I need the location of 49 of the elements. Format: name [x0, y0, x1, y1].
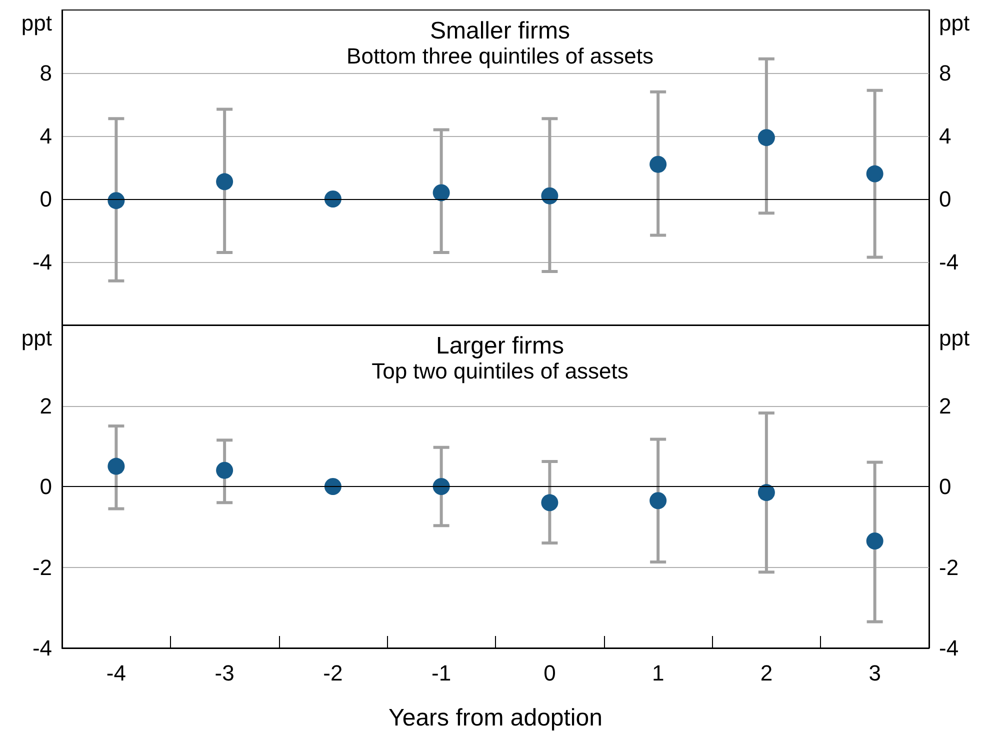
x-tick-label: -4: [106, 660, 126, 686]
point: [866, 165, 884, 182]
point: [108, 458, 125, 475]
x-tick-label: 0: [544, 660, 556, 686]
y-tick-label: 4: [40, 124, 52, 148]
y2-tick-label: 4: [939, 124, 952, 148]
y-axis-title: ppt: [21, 10, 52, 36]
y-tick-label: -4: [32, 250, 52, 274]
y2-tick-label: 2: [939, 393, 952, 418]
y-tick-label: -4: [32, 636, 52, 660]
x-tick-label: 2: [760, 660, 773, 686]
point: [758, 129, 775, 146]
y2-tick-label: -4: [939, 250, 959, 274]
y2-axis-title: ppt: [939, 10, 970, 36]
x-tick-label: 1: [652, 660, 664, 686]
text: Top two quintiles of assets: [372, 358, 628, 384]
x-tick-label: 3: [868, 660, 881, 686]
y2-tick-label: 8: [939, 60, 952, 86]
point: [432, 478, 450, 495]
y2-tick-label: -2: [939, 554, 959, 580]
point: [541, 187, 558, 204]
point: [432, 184, 450, 202]
point: [650, 492, 667, 510]
y2-axis-title: ppt: [939, 326, 970, 350]
point: [324, 478, 342, 495]
x-tick-label: -3: [214, 660, 234, 686]
point: [866, 532, 884, 550]
y-tick-label: -2: [32, 554, 52, 580]
x-axis-title: Years from adoption: [388, 704, 602, 732]
y-tick-label: 0: [40, 186, 52, 212]
point: [650, 156, 667, 173]
y-tick-label: 2: [40, 393, 52, 418]
point: [216, 462, 234, 479]
point: [216, 173, 234, 190]
y2-tick-label: 0: [939, 186, 952, 212]
y-tick-label: 0: [40, 474, 52, 499]
chart-title: Smaller firms: [430, 18, 570, 44]
x-tick-label: -1: [432, 660, 452, 686]
point: [541, 494, 558, 512]
text: Bottom three quintiles of assets: [346, 44, 654, 68]
point: [758, 484, 775, 502]
x-tick-label: -2: [323, 660, 343, 686]
y-tick-label: 8: [40, 60, 52, 86]
y2-tick-label: 0: [939, 474, 952, 499]
chart-title: Larger firms: [436, 332, 564, 360]
y2-tick-label: -4: [939, 636, 959, 660]
point: [324, 190, 342, 208]
y-axis-title: ppt: [21, 326, 52, 350]
point: [108, 192, 125, 210]
